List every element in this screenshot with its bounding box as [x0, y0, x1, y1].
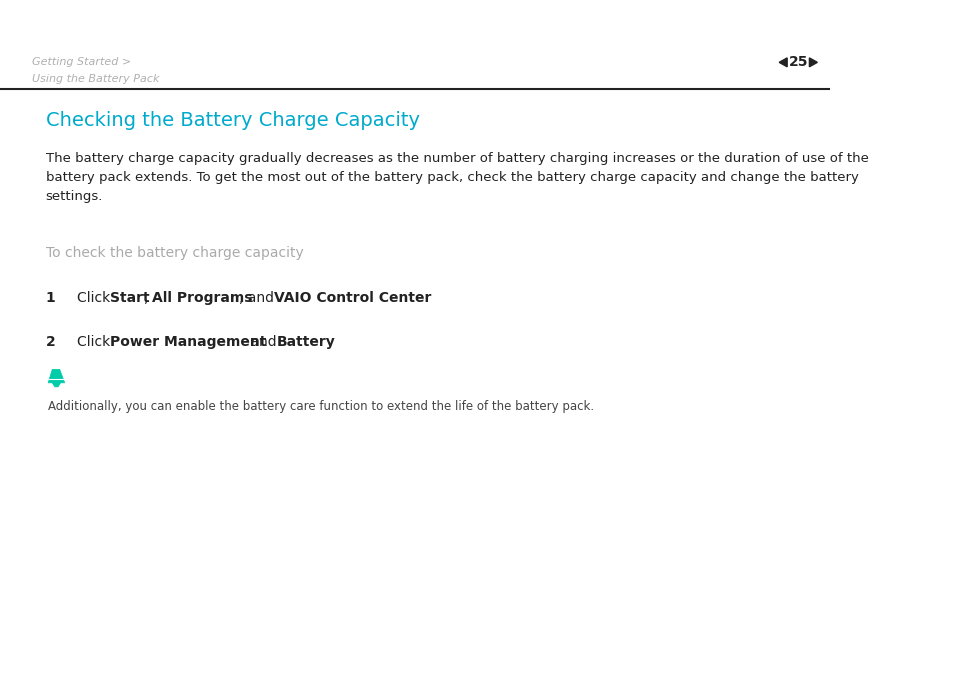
Polygon shape [779, 58, 786, 67]
Text: Getting Started >: Getting Started > [31, 57, 131, 67]
Text: 25: 25 [788, 55, 807, 69]
Text: 1: 1 [46, 291, 55, 305]
Text: The battery charge capacity gradually decreases as the number of battery chargin: The battery charge capacity gradually de… [46, 152, 867, 203]
Text: VAIO Control Center: VAIO Control Center [274, 291, 431, 305]
Text: Using the Battery Pack: Using the Battery Pack [31, 74, 159, 84]
Text: Click: Click [77, 335, 114, 349]
Text: .: . [327, 335, 332, 349]
Text: .: . [410, 291, 415, 305]
Polygon shape [48, 369, 65, 387]
Text: Start: Start [110, 291, 150, 305]
Text: , and: , and [239, 291, 278, 305]
Text: Additionally, you can enable the battery care function to extend the life of the: Additionally, you can enable the battery… [48, 400, 594, 413]
Text: Battery: Battery [276, 335, 335, 349]
Text: To check the battery charge capacity: To check the battery charge capacity [46, 246, 303, 260]
Text: All Programs: All Programs [152, 291, 253, 305]
Text: Click: Click [77, 291, 114, 305]
Text: and: and [246, 335, 280, 349]
Text: ,: , [144, 291, 152, 305]
Text: Checking the Battery Charge Capacity: Checking the Battery Charge Capacity [46, 111, 419, 130]
Text: Power Management: Power Management [110, 335, 266, 349]
Text: 2: 2 [46, 335, 55, 349]
Polygon shape [808, 58, 817, 67]
